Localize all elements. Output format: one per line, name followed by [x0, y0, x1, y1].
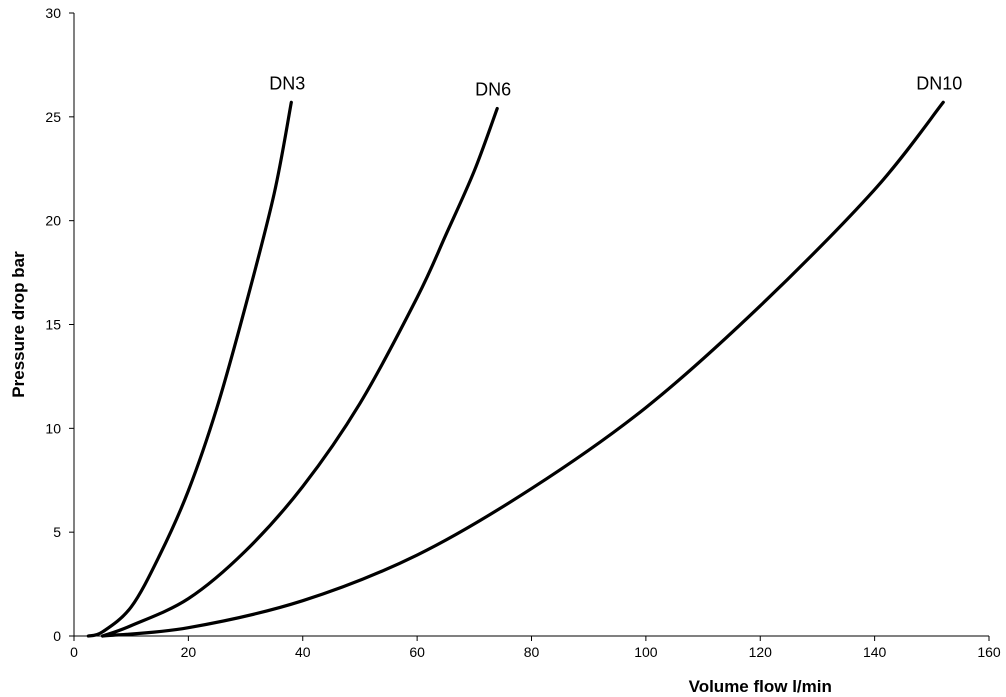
- y-axis-title: Pressure drop bar: [9, 251, 28, 398]
- y-tick-label: 0: [53, 628, 61, 644]
- x-tick-label: 0: [70, 644, 78, 660]
- x-tick-label: 140: [863, 644, 887, 660]
- x-tick-label: 100: [634, 644, 658, 660]
- x-tick-label: 60: [409, 644, 425, 660]
- series-lines: [86, 100, 945, 638]
- series-label-dn10: DN10: [916, 73, 962, 93]
- x-axis-title: Volume flow l/min: [689, 677, 832, 696]
- y-tick-label: 10: [45, 420, 61, 436]
- y-tick-label: 5: [53, 524, 61, 540]
- axes: [73, 13, 989, 637]
- series-label-dn6: DN6: [475, 80, 511, 100]
- series-line-dn6: [100, 106, 499, 638]
- ticks: 0 20 40 60 80 100 120 140 160 0 5 10 15 20 25 30: [45, 5, 1000, 660]
- y-tick-label: 20: [45, 213, 61, 229]
- series-line-dn3: [86, 100, 293, 638]
- x-tick-label: 20: [181, 644, 197, 660]
- x-tick-label: 120: [749, 644, 773, 660]
- series-labels: DN3 DN6 DN10: [269, 73, 962, 99]
- x-tick-label: 40: [295, 644, 311, 660]
- x-tick-label: 80: [524, 644, 540, 660]
- y-tick-label: 25: [45, 109, 61, 125]
- series-label-dn3: DN3: [269, 73, 305, 93]
- x-tick-label: 160: [977, 644, 1001, 660]
- series-line-dn10: [100, 100, 945, 638]
- y-tick-label: 30: [45, 5, 61, 21]
- y-tick-label: 15: [45, 317, 61, 333]
